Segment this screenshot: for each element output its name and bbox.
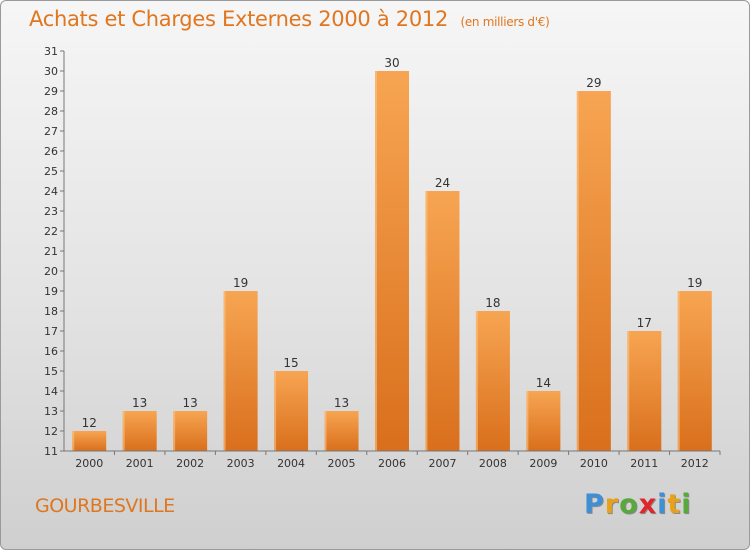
x-tick-label: 2003 [227,457,255,470]
logo-letter: x [638,489,658,520]
x-tick-label: 2008 [479,457,507,470]
y-tick-label: 30 [44,65,58,78]
y-tick-label: 20 [44,265,58,278]
data-label: 19 [687,276,702,290]
y-tick-label: 18 [44,305,58,318]
x-tick-label: 2011 [630,457,658,470]
logo-letter: o [619,489,639,520]
bar-highlight [324,411,327,451]
data-label: 14 [536,376,551,390]
data-label: 18 [485,296,500,310]
bar-highlight [576,91,579,451]
data-label: 13 [132,396,147,410]
y-tick-label: 11 [44,445,58,458]
y-tick-label: 17 [44,325,58,338]
x-tick-label: 2009 [529,457,557,470]
bar [576,91,611,451]
bar-highlight [526,391,529,451]
y-tick-label: 25 [44,165,58,178]
bar-highlight [72,431,75,451]
bar-highlight [122,411,125,451]
axes-group: 11 12 13 14 15 16 17 18 19 20 21 22 23 24 25 26 27 28 29 30… [44,45,721,470]
y-tick-label: 22 [44,225,58,238]
bar [526,391,561,451]
bar [425,191,460,451]
x-tick-label: 2000 [75,457,103,470]
bar [375,71,409,451]
bar [475,311,510,451]
y-tick-label: 15 [44,365,58,378]
data-label: 19 [233,276,248,290]
x-tick-label: 2010 [580,457,608,470]
bar-highlight [375,71,377,451]
bar [223,291,258,451]
data-label: 13 [183,396,198,410]
x-tick-label: 2012 [681,457,709,470]
y-tick-label: 14 [44,385,58,398]
x-tick-label: 2006 [378,457,406,470]
x-tick-label: 2001 [126,457,154,470]
y-tick-label: 16 [44,345,58,358]
x-tick-label: 2007 [428,457,456,470]
bar [627,331,662,451]
bar [122,411,157,451]
logo-letter: P [584,489,605,520]
city-name: GOURBESVILLE [35,495,175,517]
y-tick-label: 29 [44,85,58,98]
chart-title: Achats et Charges Externes 2000 à 2012 (… [29,7,550,31]
bar-highlight [425,191,428,451]
logo-letter: i [681,489,692,520]
logo-letter: r [604,489,620,520]
proxiti-logo: Proxiti [584,489,692,520]
x-tick-label: 2002 [176,457,204,470]
bar-highlight [274,371,277,451]
y-tick-label: 21 [44,245,58,258]
bar-highlight [475,311,478,451]
logo-letter: t [667,489,682,520]
bar-highlight [627,331,630,451]
data-label: 30 [384,56,399,70]
bar [72,431,107,451]
data-label: 12 [82,416,97,430]
bar [677,291,712,451]
x-tick-label: 2005 [328,457,356,470]
y-tick-label: 13 [44,405,58,418]
data-label: 15 [283,356,298,370]
bar [274,371,309,451]
bar-highlight [173,411,176,451]
bars-group: 12 13 13 19 15 13 30 24 18 14 29 17 19 [72,56,712,451]
bar [324,411,359,451]
x-tick-label: 2004 [277,457,305,470]
y-tick-label: 27 [44,125,58,138]
y-tick-label: 12 [44,425,58,438]
bar [173,411,208,451]
y-tick-label: 23 [44,205,58,218]
data-label: 24 [435,176,450,190]
data-label: 13 [334,396,349,410]
data-label: 17 [637,316,652,330]
y-tick-label: 31 [44,45,58,58]
bar-highlight [223,291,226,451]
bar-highlight [677,291,680,451]
subtitle-text: (en milliers d'€) [460,15,550,29]
y-tick-label: 24 [44,185,58,198]
y-tick-label: 26 [44,145,58,158]
data-label: 29 [586,76,601,90]
logo-letter: i [657,489,668,520]
title-text: Achats et Charges Externes 2000 à 2012 [29,7,449,31]
y-tick-label: 19 [44,285,58,298]
y-tick-label: 28 [44,105,58,118]
